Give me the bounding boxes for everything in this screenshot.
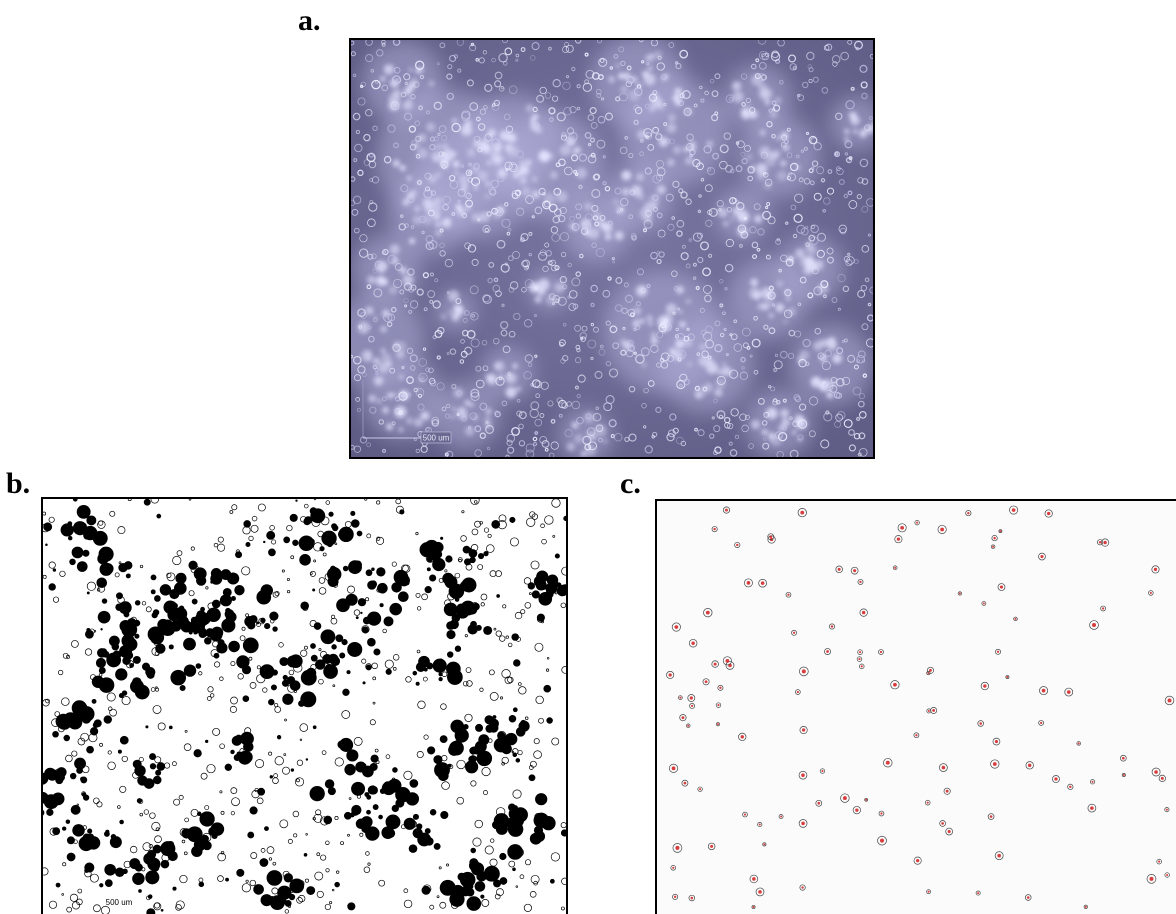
scale-bar: 500 um [362,380,452,444]
binarized-canvas: 500 um [43,499,566,914]
scale-bar-label: 500 um [106,898,133,907]
micrograph-image: 500 um [349,38,875,459]
panel-c-label: c. [620,467,641,500]
scale-bar-label: 500 um [423,434,450,443]
binarized-image: 500 um [41,497,568,914]
scale-bar: 500 um [106,898,133,907]
detection-canvas [657,501,1176,914]
panel-b-label: b. [6,467,31,500]
detection-image [655,499,1176,914]
micrograph-canvas: 500 um [351,40,873,457]
panel-a-label: a. [298,4,321,37]
